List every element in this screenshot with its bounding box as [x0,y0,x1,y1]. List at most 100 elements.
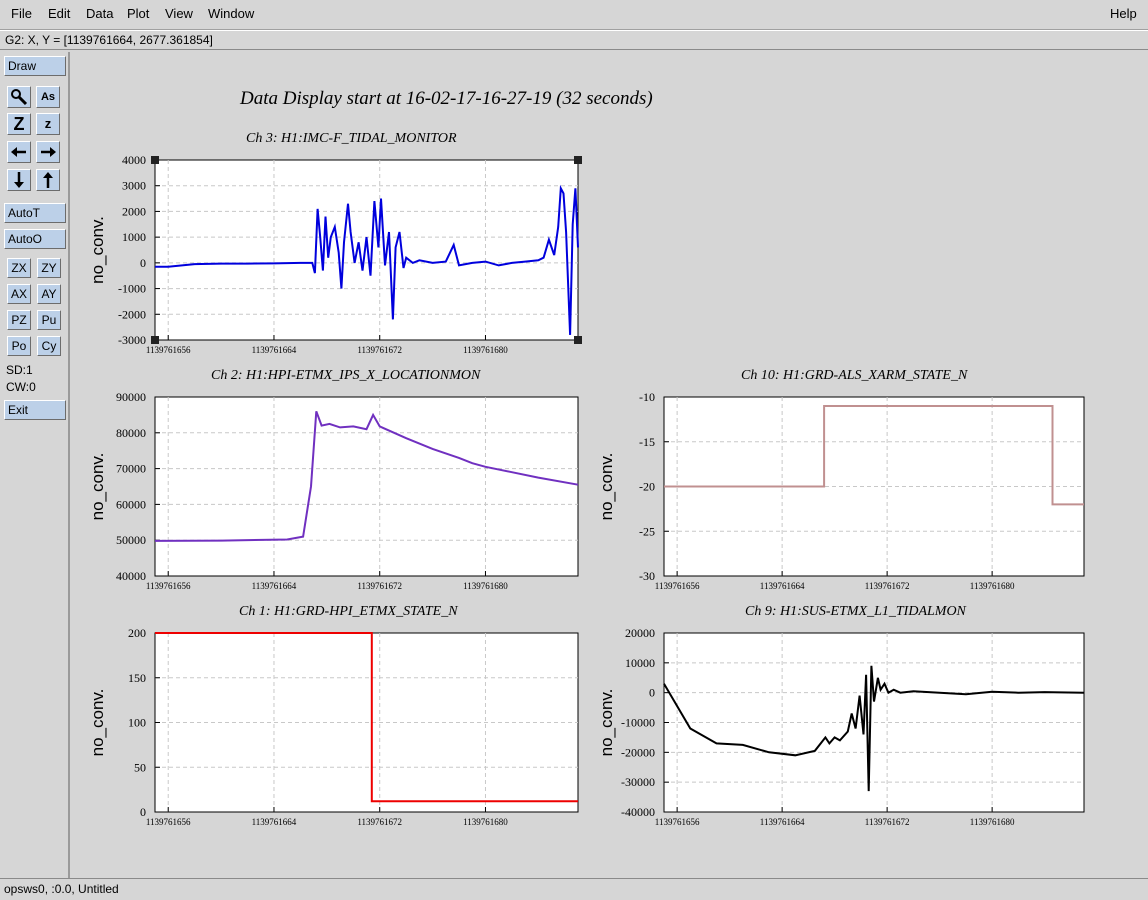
series-line [664,405,1084,506]
x-tick-label: 1139761680 [463,581,508,591]
y-axis-label: no_conv. [88,453,107,521]
zy-button[interactable]: ZY [37,258,61,278]
menu-edit[interactable]: Edit [48,6,71,21]
y-tick-label: 2000 [122,204,146,218]
y-tick-label: -15 [639,435,655,449]
menu-view[interactable]: View [165,6,193,21]
y-tick-label: -1000 [118,282,146,296]
chart-frame [154,159,579,341]
status-text: opsws0, :0.0, Untitled [4,882,119,896]
plot-area: Data Display start at 16-02-17-16-27-19 … [74,54,1127,870]
toolbar: Draw As Z z AutoT AutoO ZX ZY AX AY PZ P… [0,52,70,878]
annotate-icon[interactable]: As [36,86,60,108]
x-tick-label: 1139761680 [970,817,1015,827]
series-line [663,665,1085,792]
y-tick-label: 10000 [625,656,655,670]
menu-bar: File Edit Data Plot View Window Help [0,0,1148,30]
sd-label: SD:1 [6,363,33,377]
pz-button[interactable]: PZ [7,310,31,330]
y-tick-label: 0 [140,256,146,270]
x-tick-label: 1139761664 [760,817,805,827]
x-tick-label: 1139761680 [463,817,508,827]
arrow-right-icon[interactable] [36,141,60,163]
y-tick-label: 80000 [116,426,146,440]
coordinate-readout-bar: G2: X, Y = [1139761664, 2677.361854] [0,30,1148,50]
y-tick-label: 60000 [116,497,146,511]
chart-title: Ch 10: H1:GRD-ALS_XARM_STATE_N [741,368,968,383]
y-tick-label: -40000 [621,805,655,819]
exit-button[interactable]: Exit [4,400,66,420]
x-tick-label: 1139761664 [252,581,297,591]
x-tick-label: 1139761664 [252,817,297,827]
y-tick-label: 50 [134,760,146,774]
menu-window[interactable]: Window [208,6,255,21]
arrow-up-icon[interactable] [36,169,60,191]
menu-plot[interactable]: Plot [127,6,150,21]
y-tick-label: 100 [128,716,146,730]
selection-handle [574,336,582,344]
selection-handle [151,336,159,344]
x-tick-label: 1139761672 [357,581,402,591]
y-tick-label: 70000 [116,462,146,476]
y-axis-label: no_conv. [597,689,616,757]
ax-button[interactable]: AX [7,284,31,304]
draw-button[interactable]: Draw [4,56,66,76]
series-line [155,632,578,803]
y-tick-label: -30 [639,569,655,583]
pu-button[interactable]: Pu [37,310,61,330]
y-tick-label: -30000 [621,775,655,789]
po-button[interactable]: Po [7,336,31,356]
chart-2[interactable]: 90000 80000 70000 60000 50000 400001139761656… [88,368,579,591]
selection-handle [151,156,159,164]
y-tick-label: 40000 [116,569,146,583]
y-tick-label: 4000 [122,153,146,167]
chart-5[interactable]: 20000100000-10000-20000-30000-4000011397… [597,604,1085,827]
y-tick-label: 3000 [122,179,146,193]
autoo-button[interactable]: AutoO [4,229,66,249]
selection-handle [574,156,582,164]
x-tick-label: 1139761672 [357,345,402,355]
cw-label: CW:0 [6,380,36,394]
x-tick-label: 1139761664 [252,345,297,355]
chart-title: Ch 9: H1:SUS-ETMX_L1_TIDALMON [745,604,967,619]
y-axis-label: no_conv. [597,453,616,521]
y-tick-label: -10000 [621,716,655,730]
zx-button[interactable]: ZX [7,258,31,278]
chart-title: Ch 1: H1:GRD-HPI_ETMX_STATE_N [239,604,458,619]
magnify-icon[interactable] [7,86,31,108]
y-tick-label: 20000 [625,626,655,640]
y-tick-label: 1000 [122,230,146,244]
y-tick-label: -2000 [118,307,146,321]
menu-data[interactable]: Data [86,6,114,21]
chart-title: Ch 2: H1:HPI-ETMX_IPS_X_LOCATIONMON [211,368,481,383]
chart-frame [154,396,579,577]
x-tick-label: 1139761656 [655,817,700,827]
y-tick-label: 90000 [116,390,146,404]
y-tick-label: 0 [140,805,146,819]
menu-help[interactable]: Help [1110,6,1137,21]
x-tick-label: 1139761656 [655,581,700,591]
zoom-in-icon[interactable]: Z [7,113,31,135]
chart-1[interactable]: 40003000200010000-1000-2000-300011397616… [88,131,582,355]
arrow-down-icon[interactable] [7,169,31,191]
x-tick-label: 1139761664 [760,581,805,591]
menu-file[interactable]: File [11,6,32,21]
cy-button[interactable]: Cy [37,336,61,356]
y-tick-label: -20000 [621,745,655,759]
zoom-out-icon[interactable]: z [36,113,60,135]
x-tick-label: 1139761672 [865,581,910,591]
x-tick-label: 1139761656 [146,581,191,591]
x-tick-label: 1139761656 [146,817,191,827]
status-bar: opsws0, :0.0, Untitled [0,878,1148,900]
autot-button[interactable]: AutoT [4,203,66,223]
y-tick-label: -20 [639,480,655,494]
ay-button[interactable]: AY [37,284,61,304]
arrow-left-icon[interactable] [7,141,31,163]
y-tick-label: -10 [639,390,655,404]
chart-title: Ch 3: H1:IMC-F_TIDAL_MONITOR [246,131,457,146]
series-line [154,410,579,542]
y-tick-label: 200 [128,626,146,640]
y-tick-label: 50000 [116,533,146,547]
